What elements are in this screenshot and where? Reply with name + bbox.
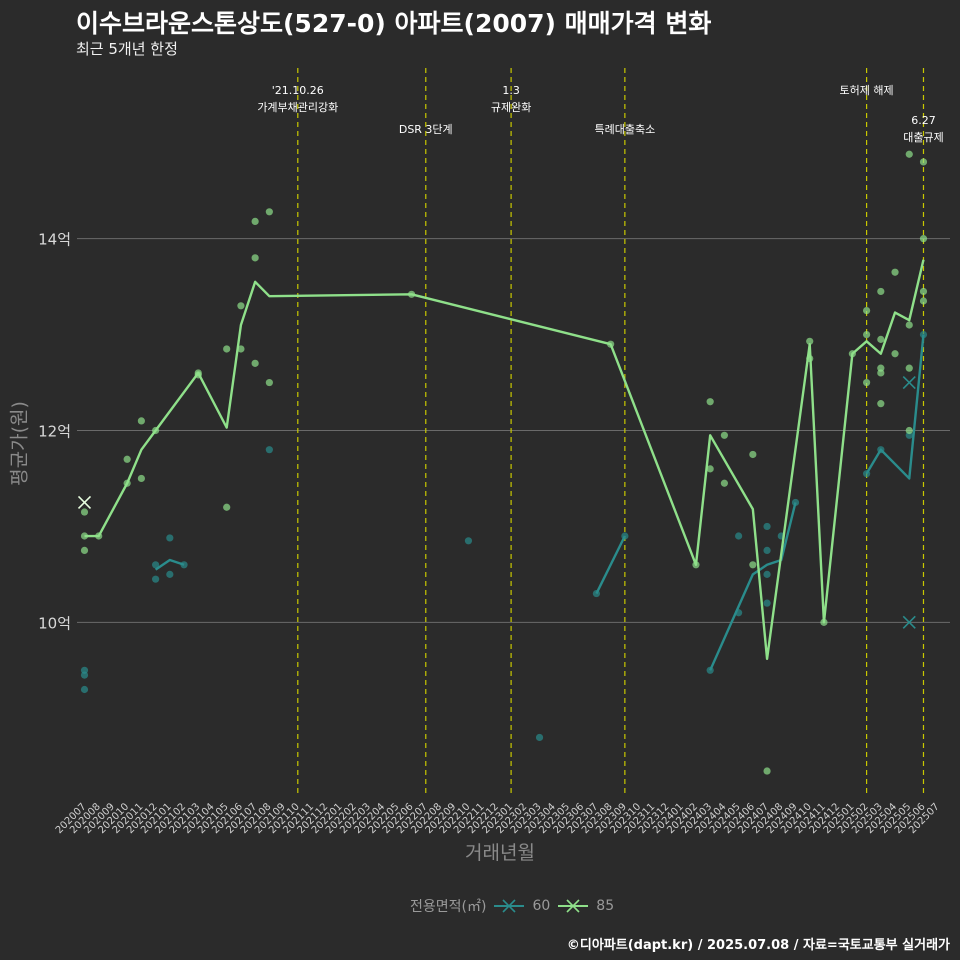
data-point — [863, 378, 871, 387]
data-point — [251, 217, 259, 225]
data-point — [919, 297, 928, 305]
data-point — [265, 378, 273, 387]
data-point — [137, 417, 145, 425]
y-tick-label: 14억 — [38, 231, 71, 249]
data-point — [763, 570, 771, 578]
data-point — [80, 546, 89, 555]
series-line — [595, 535, 626, 595]
data-point — [166, 534, 174, 542]
data-point — [720, 431, 729, 439]
event-label: 규제완화 — [491, 101, 531, 114]
legend-key-60-icon — [494, 899, 525, 913]
data-point — [749, 450, 757, 459]
legend: 전용면적(㎡) 60 85 — [410, 896, 614, 916]
data-point — [535, 733, 544, 742]
data-point — [905, 364, 913, 372]
series-line — [154, 558, 185, 571]
chart-subtitle: 최근 5개년 한정 — [76, 40, 178, 58]
data-point — [806, 337, 814, 345]
event-label: 토허제 해제 — [840, 83, 894, 97]
data-point — [265, 208, 273, 216]
source-caption: ©디아파트(dapt.kr) / 2025.07.08 / 자료=국토교통부 실… — [566, 938, 950, 953]
data-point — [863, 330, 871, 339]
event-label: 6.27 — [911, 114, 936, 127]
data-point — [80, 671, 89, 679]
cancelled-marker — [902, 615, 916, 629]
data-point — [152, 575, 160, 583]
data-point — [905, 150, 913, 158]
data-point — [152, 561, 160, 569]
data-point — [251, 359, 259, 367]
data-point — [863, 306, 871, 315]
x-axis-label: 거래년월 — [465, 842, 535, 864]
cancelled-marker — [902, 375, 916, 390]
series-line — [709, 502, 797, 671]
data-point — [735, 532, 743, 540]
data-point — [706, 465, 714, 473]
event-label: 1.3 — [502, 84, 520, 97]
data-point — [223, 503, 231, 511]
data-point — [166, 570, 174, 578]
chart-title: 이수브라운스톤상도(527-0) 아파트(2007) 매매가격 변화 — [76, 9, 712, 38]
data-point — [877, 369, 885, 377]
data-point — [720, 479, 729, 487]
data-point — [919, 235, 928, 243]
legend-label-85: 85 — [596, 898, 615, 914]
data-point — [763, 767, 771, 775]
data-point — [80, 508, 89, 516]
data-point — [137, 474, 145, 483]
y-axis-label: 평균가(원) — [8, 401, 31, 486]
data-point — [123, 455, 131, 463]
data-point — [763, 599, 771, 607]
y-tick-label: 12억 — [38, 423, 71, 441]
data-point — [877, 400, 885, 408]
data-point — [905, 321, 913, 329]
event-label: DSR 3단계 — [399, 123, 453, 136]
data-point — [763, 546, 771, 555]
event-label: 특례대출축소 — [594, 123, 655, 136]
data-point — [877, 287, 885, 296]
data-point — [223, 345, 231, 353]
data-point — [251, 254, 259, 262]
data-point — [891, 350, 899, 358]
legend-key-85-icon — [558, 899, 589, 913]
data-point — [80, 685, 89, 694]
legend-title: 전용면적(㎡) — [410, 899, 487, 915]
data-point — [891, 268, 899, 276]
cancelled-marker — [77, 495, 92, 510]
data-point — [919, 287, 928, 296]
data-point — [919, 158, 928, 166]
y-tick-label: 10억 — [38, 614, 71, 632]
event-label: 대출규제 — [903, 131, 943, 144]
data-point — [265, 446, 273, 454]
data-point — [237, 302, 245, 310]
event-label: '21.10.26 — [272, 84, 324, 97]
event-label: 가계부채관리강화 — [257, 101, 338, 114]
data-point — [763, 522, 771, 531]
series-line — [865, 334, 925, 480]
data-point — [877, 335, 885, 343]
data-point — [706, 398, 714, 406]
data-point — [464, 537, 473, 545]
data-point — [749, 561, 757, 569]
data-point — [237, 345, 245, 353]
series-line — [84, 259, 925, 660]
data-point — [905, 426, 913, 435]
legend-label-60: 60 — [532, 898, 551, 914]
